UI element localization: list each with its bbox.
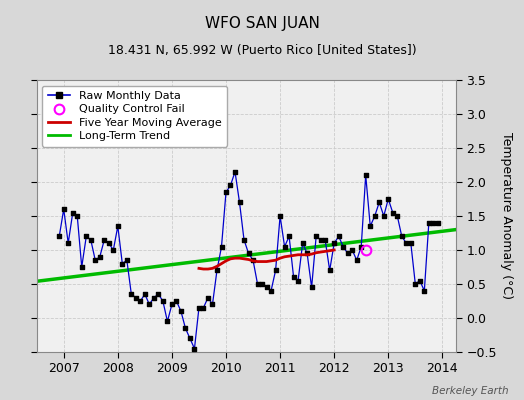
- Point: [185, 335, 194, 342]
- Point: [271, 267, 280, 274]
- Point: [95, 254, 104, 260]
- Point: [407, 240, 415, 246]
- Point: [163, 318, 171, 325]
- Point: [213, 267, 221, 274]
- Point: [172, 298, 181, 304]
- Point: [362, 172, 370, 178]
- Point: [253, 281, 261, 287]
- Legend: Raw Monthly Data, Quality Control Fail, Five Year Moving Average, Long-Term Tren: Raw Monthly Data, Quality Control Fail, …: [42, 86, 227, 147]
- Point: [344, 250, 352, 257]
- Point: [109, 247, 117, 253]
- Point: [379, 213, 388, 219]
- Point: [123, 257, 131, 263]
- Text: WFO SAN JUAN: WFO SAN JUAN: [204, 16, 320, 31]
- Point: [263, 284, 271, 290]
- Point: [222, 189, 230, 195]
- Point: [132, 294, 140, 301]
- Text: 18.431 N, 65.992 W (Puerto Rico [United States]): 18.431 N, 65.992 W (Puerto Rico [United …: [108, 44, 416, 57]
- Point: [294, 278, 302, 284]
- Point: [204, 294, 212, 301]
- Point: [353, 257, 361, 263]
- Point: [168, 301, 176, 308]
- Point: [384, 196, 392, 202]
- Point: [118, 260, 126, 267]
- Point: [402, 240, 410, 246]
- Point: [334, 233, 343, 240]
- Point: [69, 210, 77, 216]
- Point: [195, 305, 203, 311]
- Point: [321, 237, 330, 243]
- Point: [308, 284, 316, 290]
- Point: [159, 298, 167, 304]
- Point: [289, 274, 298, 280]
- Point: [429, 220, 438, 226]
- Point: [303, 250, 311, 257]
- Point: [140, 291, 149, 298]
- Point: [91, 257, 100, 263]
- Point: [280, 243, 289, 250]
- Point: [150, 294, 158, 301]
- Point: [231, 169, 239, 175]
- Point: [420, 288, 429, 294]
- Point: [316, 237, 325, 243]
- Point: [411, 281, 420, 287]
- Point: [416, 278, 424, 284]
- Point: [235, 199, 244, 206]
- Point: [145, 301, 154, 308]
- Point: [190, 345, 199, 352]
- Point: [105, 240, 113, 246]
- Point: [249, 257, 257, 263]
- Point: [64, 240, 72, 246]
- Text: Berkeley Earth: Berkeley Earth: [432, 386, 508, 396]
- Point: [177, 308, 185, 314]
- Point: [181, 325, 190, 331]
- Point: [199, 305, 208, 311]
- Point: [60, 206, 68, 212]
- Point: [78, 264, 86, 270]
- Point: [312, 233, 320, 240]
- Point: [86, 237, 95, 243]
- Point: [127, 291, 136, 298]
- Point: [366, 223, 375, 229]
- Point: [267, 288, 275, 294]
- Point: [330, 240, 339, 246]
- Point: [393, 213, 401, 219]
- Point: [82, 233, 91, 240]
- Point: [154, 291, 162, 298]
- Point: [357, 243, 365, 250]
- Point: [389, 210, 397, 216]
- Point: [136, 298, 145, 304]
- Point: [370, 213, 379, 219]
- Point: [299, 240, 307, 246]
- Point: [208, 301, 216, 308]
- Point: [348, 247, 356, 253]
- Y-axis label: Temperature Anomaly (°C): Temperature Anomaly (°C): [500, 132, 514, 300]
- Point: [375, 199, 384, 206]
- Point: [434, 220, 442, 226]
- Point: [258, 281, 266, 287]
- Point: [226, 182, 235, 189]
- Point: [285, 233, 293, 240]
- Point: [424, 220, 433, 226]
- Point: [325, 267, 334, 274]
- Point: [398, 233, 406, 240]
- Point: [55, 233, 63, 240]
- Point: [114, 223, 122, 229]
- Point: [217, 243, 226, 250]
- Point: [240, 237, 248, 243]
- Point: [339, 243, 347, 250]
- Point: [276, 213, 285, 219]
- Point: [100, 237, 108, 243]
- Point: [244, 250, 253, 257]
- Point: [73, 213, 81, 219]
